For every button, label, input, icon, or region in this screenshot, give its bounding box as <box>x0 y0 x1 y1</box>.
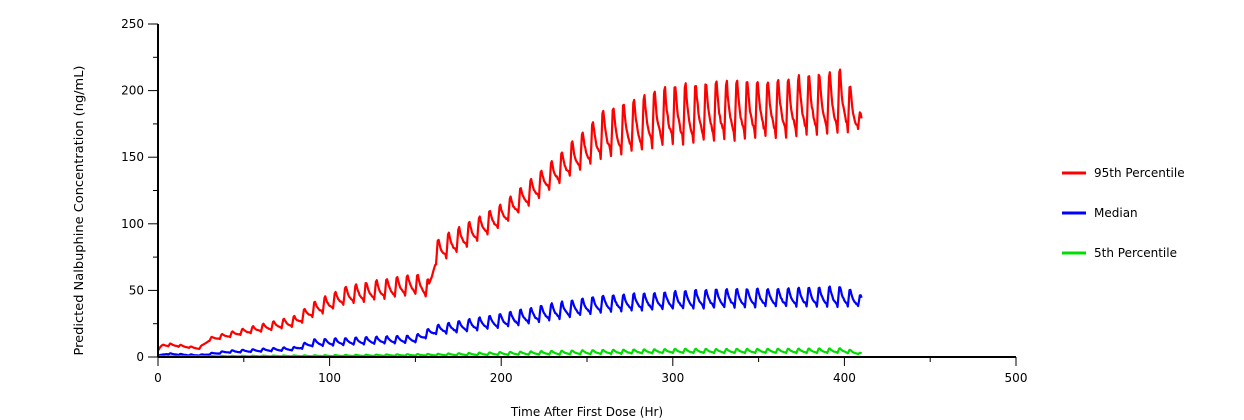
series-line-2 <box>157 347 863 358</box>
legend: 95th Percentile Median 5th Percentile <box>1062 166 1185 260</box>
y-tick-label: 200 <box>121 84 144 98</box>
legend-label: Median <box>1094 206 1138 220</box>
y-axis-ticks: 0 50 100 150 200 250 <box>121 17 158 364</box>
series-lines <box>157 68 863 358</box>
series-line-1 <box>157 285 863 357</box>
x-tick-label: 400 <box>833 371 856 385</box>
x-axis-ticks: 0 100 200 300 400 500 <box>154 357 1027 385</box>
legend-label: 5th Percentile <box>1094 246 1177 260</box>
y-tick-label: 100 <box>121 217 144 231</box>
series-line-0 <box>157 68 863 352</box>
legend-label: 95th Percentile <box>1094 166 1185 180</box>
y-tick-label: 50 <box>129 283 144 297</box>
x-tick-label: 500 <box>1005 371 1028 385</box>
y-tick-label: 150 <box>121 150 144 164</box>
y-axis-title: Predicted Nalbuphine Concentration (ng/m… <box>72 66 86 356</box>
x-tick-label: 100 <box>318 371 341 385</box>
y-tick-label: 0 <box>136 350 144 364</box>
x-tick-label: 300 <box>661 371 684 385</box>
y-tick-label: 250 <box>121 17 144 31</box>
x-axis-title: Time After First Dose (Hr) <box>510 405 663 419</box>
x-tick-label: 0 <box>154 371 162 385</box>
x-tick-label: 200 <box>490 371 513 385</box>
axes <box>157 24 1016 358</box>
